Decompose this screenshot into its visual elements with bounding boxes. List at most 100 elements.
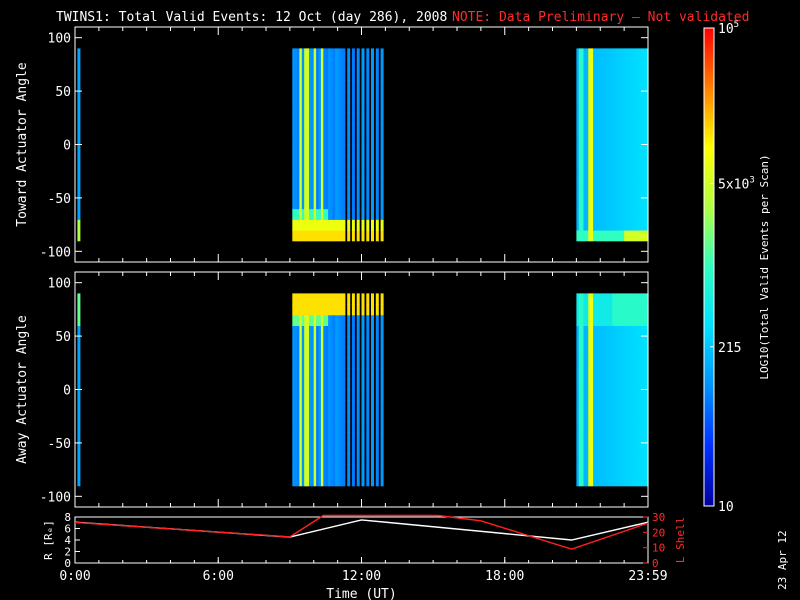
- away-cell: [313, 336, 317, 348]
- away-cell: [643, 400, 647, 412]
- toward-cell: [325, 80, 329, 92]
- toward-cell: [323, 165, 327, 178]
- away-cell: [645, 475, 649, 487]
- away-cell: [576, 378, 580, 391]
- away-cell: [292, 453, 296, 465]
- toward-cell: [320, 80, 324, 92]
- toward-cell: [576, 165, 580, 178]
- toward-cell: [628, 176, 632, 188]
- toward-cell: [593, 230, 597, 242]
- away-cell: [347, 421, 351, 433]
- away-cell: [328, 378, 332, 391]
- away-cell: [380, 410, 384, 423]
- toward-cell: [631, 144, 635, 156]
- toward-cell: [576, 69, 580, 81]
- toward-cell: [576, 59, 580, 71]
- away-cell: [631, 325, 635, 337]
- away-cell: [640, 421, 644, 433]
- away-cell: [320, 475, 324, 487]
- away-cell: [301, 421, 305, 433]
- away-cell: [325, 432, 329, 444]
- away-cell: [342, 346, 346, 359]
- toward-cell: [612, 48, 616, 60]
- away-cell: [617, 325, 620, 337]
- toward-cell: [347, 187, 351, 199]
- toward-cell: [316, 59, 320, 71]
- away-cell: [602, 325, 606, 337]
- toward-cell: [638, 69, 642, 81]
- away-cell: [337, 400, 341, 412]
- away-cell: [340, 400, 343, 412]
- away-cell: [576, 475, 580, 487]
- toward-cell: [292, 208, 296, 220]
- away-cell: [320, 389, 324, 401]
- away-cell: [600, 293, 604, 305]
- toward-cell: [292, 91, 296, 103]
- toward-cell: [309, 48, 312, 60]
- toward-cell: [301, 187, 305, 199]
- orbit-xlabel: Time (UT): [326, 587, 396, 600]
- toward-cell: [306, 197, 310, 210]
- toward-cell: [631, 155, 635, 167]
- toward-cell: [294, 133, 298, 146]
- toward-cell: [597, 80, 601, 92]
- away-cell: [313, 357, 317, 369]
- away-cell: [342, 336, 346, 348]
- away-cell: [607, 357, 611, 369]
- toward-cell: [318, 91, 322, 103]
- away-cell: [297, 378, 300, 391]
- away-cell: [340, 368, 343, 380]
- toward-cell: [593, 208, 597, 220]
- away-cell: [588, 410, 592, 423]
- away-cell: [332, 293, 336, 305]
- away-cell: [361, 336, 365, 348]
- away-cell: [597, 293, 601, 305]
- toward-cell: [332, 219, 336, 231]
- away-cell: [585, 336, 589, 348]
- toward-cell: [614, 69, 618, 81]
- away-cell: [294, 475, 298, 487]
- toward-cell: [600, 230, 604, 242]
- away-cell: [328, 410, 332, 423]
- away-cell: [576, 453, 580, 465]
- toward-cell: [297, 133, 300, 146]
- toward-cell: [612, 230, 616, 242]
- toward-cell: [337, 101, 341, 114]
- toward-cell: [600, 155, 604, 167]
- away-cell: [380, 314, 384, 326]
- lshell-axis-tick-label: 0: [652, 557, 659, 570]
- toward-cell: [640, 208, 644, 220]
- colorbar-tick-label: 105: [718, 20, 739, 37]
- r-axis-tick-label: 6: [64, 523, 71, 536]
- away-cell: [299, 325, 303, 337]
- away-cell: [609, 421, 613, 433]
- toward-cell: [332, 48, 336, 60]
- away-cell: [330, 410, 334, 423]
- away-cell: [347, 378, 351, 391]
- away-cell: [628, 464, 632, 476]
- away-cell: [313, 389, 317, 401]
- away-cell: [330, 357, 334, 369]
- toward-cell: [638, 133, 642, 146]
- toward-cell: [619, 197, 623, 210]
- toward-cell: [351, 133, 355, 146]
- toward-cell: [351, 230, 355, 242]
- toward-cell: [640, 165, 644, 178]
- toward-cell: [640, 197, 644, 210]
- toward-cell: [316, 219, 320, 231]
- toward-cell: [294, 165, 298, 178]
- away-cell: [581, 475, 585, 487]
- toward-cell: [77, 69, 81, 81]
- toward-cell: [325, 144, 329, 156]
- away-cell: [593, 453, 597, 465]
- away-cell: [607, 293, 611, 305]
- away-cell: [612, 432, 616, 444]
- away-cell: [621, 357, 625, 369]
- away-cell: [371, 314, 374, 326]
- toward-cell: [605, 197, 608, 210]
- toward-cell: [597, 144, 601, 156]
- away-cell: [301, 304, 305, 316]
- toward-cell: [626, 69, 630, 81]
- away-cell: [640, 378, 644, 391]
- away-cell: [306, 442, 310, 455]
